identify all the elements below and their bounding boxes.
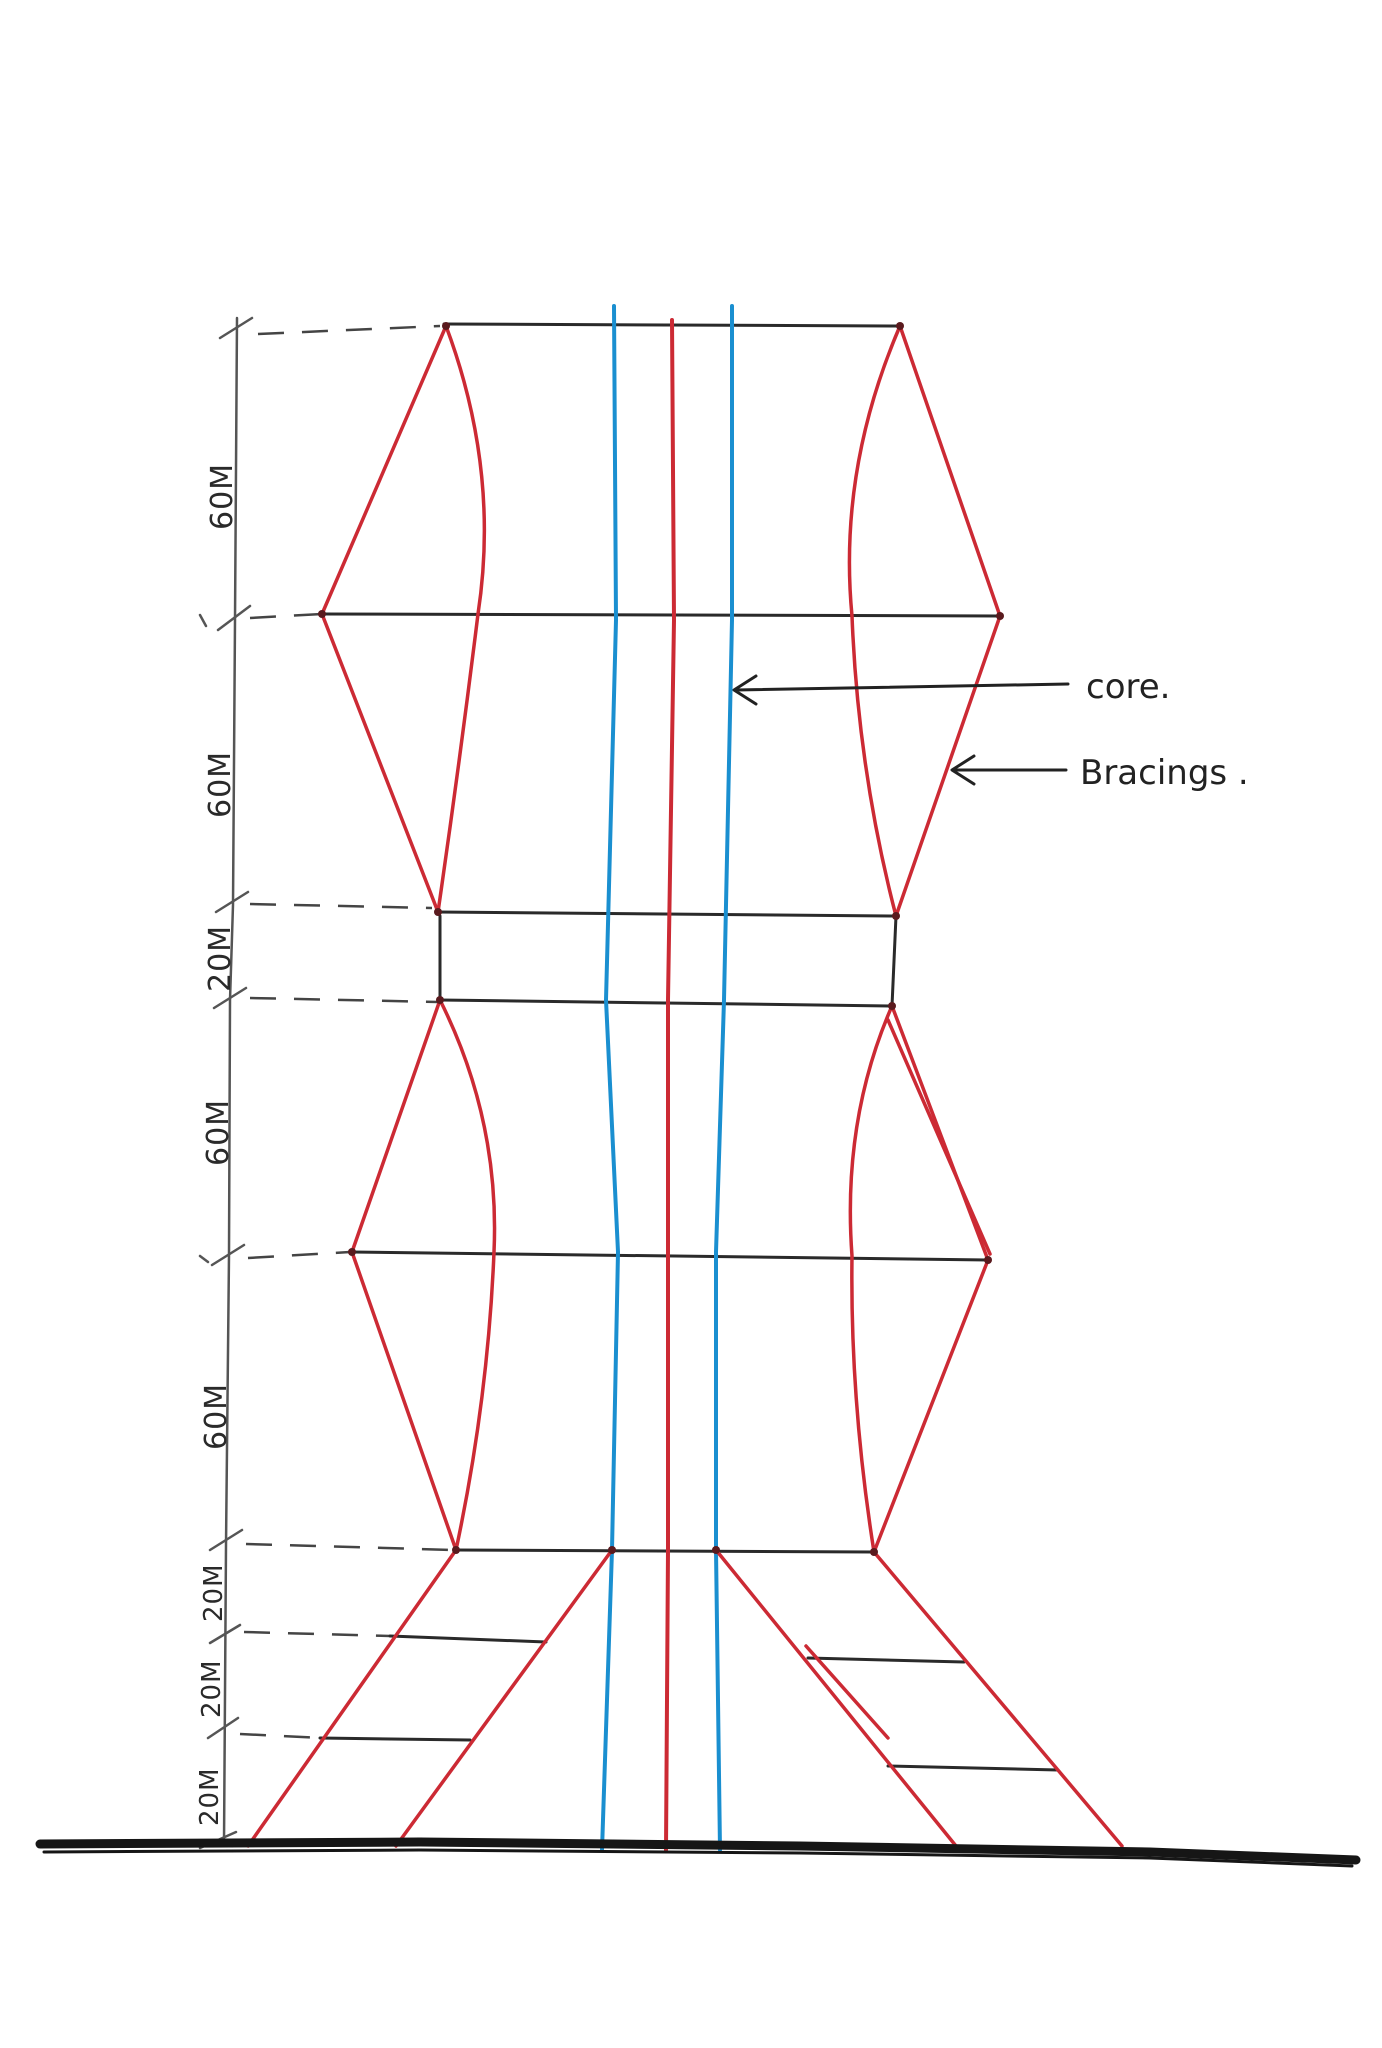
- joint: [996, 612, 1004, 620]
- floor-line-base-r1: [806, 1656, 966, 1664]
- floor-lines: [318, 322, 1060, 1772]
- floor-line-base-r2: [886, 1764, 1060, 1772]
- bracing-lower-left-outer: [350, 998, 458, 1552]
- dimension-tick-top: [218, 316, 254, 340]
- dimension-vertical-line: [222, 316, 239, 1845]
- floor-line-4: [438, 998, 894, 1008]
- joint: [712, 1546, 720, 1554]
- dimension-label-mid-20: 20M: [203, 925, 238, 992]
- core-right-wall: [714, 304, 734, 1852]
- joint: [434, 908, 442, 916]
- joint: [896, 322, 904, 330]
- bracing-base-right-inner: [714, 1548, 958, 1848]
- dimension-labels: 60M 60M 20M 60M 60M 20M 20M 20M: [195, 463, 240, 1826]
- bracing-base-left-outer: [246, 1548, 458, 1848]
- bracing-top-right-outer: [894, 324, 1002, 918]
- floor-line-base-l1: [388, 1634, 548, 1644]
- core-center-column: [664, 318, 677, 1852]
- callout-bracings: Bracings .: [950, 753, 1249, 793]
- extension-line-6: [245, 1542, 455, 1552]
- joint: [318, 610, 326, 618]
- joint: [892, 912, 900, 920]
- joint: [984, 1256, 992, 1264]
- dimension-label-top-60: 60M: [205, 463, 240, 530]
- bracing-base-left-inner: [394, 1548, 614, 1848]
- ground-line-shadow: [42, 1848, 1354, 1868]
- bracing-lower-right-outer: [872, 1004, 990, 1554]
- floor-line-base-l2: [318, 1736, 472, 1742]
- dimension-tick-5: [210, 1243, 246, 1267]
- bracing-base-right-outer: [872, 1550, 1124, 1848]
- bracing-top-right-inner: [847, 324, 902, 918]
- dimension-tick-4: [212, 986, 248, 1010]
- joint: [870, 1548, 878, 1556]
- joint: [452, 1546, 460, 1554]
- dimension-tick-2: [216, 604, 252, 632]
- core: [600, 304, 734, 1852]
- dimension-label-lower-60: 60M: [201, 1099, 236, 1166]
- floor-line-mid-right-edge: [890, 914, 898, 1008]
- dimension-tick-7: [208, 1623, 242, 1645]
- floor-line-2: [320, 612, 1002, 618]
- extension-line-4: [249, 996, 439, 1004]
- core-label: core.: [1086, 667, 1170, 707]
- bracing-base-right-overdraw: [804, 1644, 890, 1740]
- joint: [436, 996, 444, 1004]
- dimension-chain: [198, 316, 254, 1850]
- floor-line-5: [350, 1250, 990, 1262]
- bracings-label: Bracings .: [1080, 753, 1249, 793]
- core-left-wall: [600, 304, 621, 1852]
- bracing-top-left-inner: [436, 324, 487, 914]
- dimension-tick-8: [206, 1716, 240, 1740]
- extension-line-5: [247, 1250, 351, 1260]
- callout-core: core.: [732, 667, 1170, 707]
- bracing-top-left-outer: [320, 324, 448, 914]
- ground-line: [35, 1837, 1361, 1865]
- joint: [608, 1546, 616, 1554]
- extension-line-7: [243, 1630, 391, 1638]
- dimension-label-upper-60: 60M: [203, 751, 238, 818]
- dimension-label-base-20-c: 20M: [195, 1767, 225, 1826]
- joint: [348, 1248, 356, 1256]
- dimension-tick-6: [208, 1528, 244, 1552]
- joint: [888, 1002, 896, 1010]
- dimension-label-base-20-a: 20M: [199, 1563, 229, 1622]
- dimension-extension-lines: [239, 324, 455, 1740]
- bracing-lower-right-diagonal: [886, 1018, 992, 1256]
- extension-line-3: [249, 902, 433, 910]
- extension-line-1: [257, 324, 441, 336]
- extension-line-2: [249, 612, 323, 620]
- bracing-lower-left-inner: [438, 998, 497, 1552]
- dimension-tick-small-5: [198, 1254, 210, 1264]
- dimension-label-base-20-b: 20M: [197, 1659, 227, 1718]
- left-arrow-icon: [732, 674, 1070, 706]
- floor-line-6: [454, 1548, 876, 1554]
- extension-line-8: [239, 1732, 323, 1740]
- joint: [442, 322, 450, 330]
- joints: [318, 322, 1004, 1556]
- bracings: [246, 324, 1124, 1848]
- bracing-lower-right-inner: [848, 1004, 894, 1554]
- dimension-tick-3: [214, 890, 250, 914]
- dimension-tick-small-2: [198, 613, 208, 628]
- floor-line-3: [436, 910, 898, 918]
- dimension-label-bottom-60: 60M: [199, 1383, 234, 1450]
- left-arrow-icon: [950, 754, 1068, 786]
